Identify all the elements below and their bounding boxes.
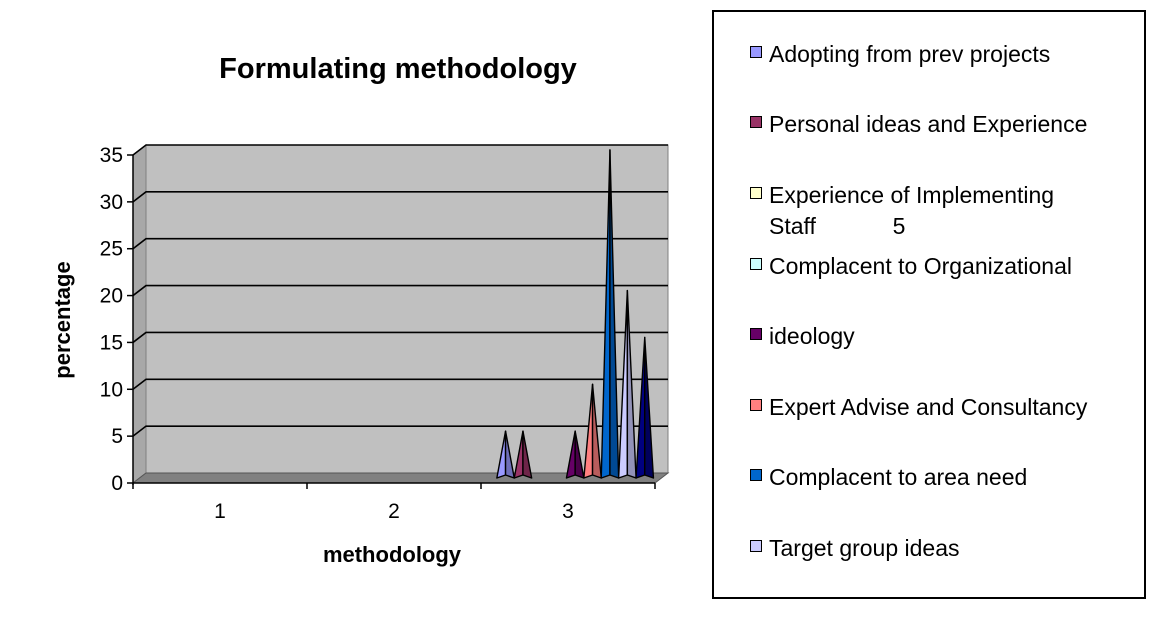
- legend-swatch: [750, 187, 762, 199]
- gridline: [132, 331, 668, 344]
- chart-title: Formulating methodology: [219, 53, 577, 85]
- cone-mark: [565, 430, 585, 479]
- cone-mark: [496, 430, 515, 479]
- legend-item: Complacent to area need: [750, 462, 1130, 493]
- y-axis-title: percentage: [50, 261, 75, 378]
- cone-face: [522, 430, 533, 479]
- cone-mark: [513, 430, 533, 479]
- legend-label: Adopting from prev projects: [769, 41, 1051, 67]
- y-tick-label: 25: [100, 238, 123, 261]
- legend-swatch: [750, 399, 762, 411]
- legend-item: Adopting from prev projects: [750, 39, 1130, 70]
- cone-face: [609, 149, 620, 479]
- x-tick-label: 2: [388, 500, 400, 523]
- cone-face: [574, 430, 585, 479]
- side-wall: [132, 143, 147, 485]
- cone-mark: [635, 336, 655, 479]
- legend-label: Personal ideas and Experience: [769, 111, 1088, 137]
- legend-swatch: [750, 258, 762, 270]
- y-tick-label: 35: [100, 144, 123, 167]
- cone-mark: [583, 383, 602, 479]
- legend-label: Expert Advise and Consultancy: [769, 394, 1088, 420]
- cone-mark: [600, 149, 620, 479]
- legend-item: Complacent to Organizational: [750, 251, 1130, 282]
- legend-label: Experience of Implementing Staff 5: [769, 182, 1055, 239]
- gridline: [132, 425, 668, 437]
- legend-item: ideology: [750, 321, 1130, 352]
- legend-item: Experience of Implementing Staff 5: [750, 180, 1130, 242]
- y-tick-label: 0: [111, 472, 123, 495]
- legend-swatch: [750, 540, 762, 552]
- legend-item: Target group ideas: [750, 533, 1130, 564]
- legend-item: Expert Advise and Consultancy: [750, 392, 1130, 423]
- gridline: [132, 191, 668, 203]
- cone-face: [504, 430, 515, 479]
- y-tick-label: 10: [100, 378, 123, 401]
- y-tick-label: 15: [100, 331, 123, 354]
- legend-item: Personal ideas and Experience: [750, 109, 1130, 140]
- gridline: [132, 378, 668, 390]
- legend-swatch: [750, 116, 762, 128]
- chart-area: 0 5 10 15 20 25 30 35 1 2 3 Formulating methodolog…: [50, 53, 670, 567]
- legend-swatch: [750, 469, 762, 481]
- legend-label: Complacent to area need: [769, 464, 1028, 490]
- legend-label: Complacent to Organizational: [769, 253, 1072, 279]
- x-tick-label: 3: [562, 500, 574, 523]
- legend: Adopting from prev projects Personal idea…: [712, 10, 1146, 599]
- legend-label: Target group ideas: [769, 535, 960, 561]
- gridline: [132, 237, 668, 250]
- legend-swatch: [750, 328, 762, 340]
- y-tick-label: 5: [111, 425, 123, 448]
- cone-mark: [617, 289, 637, 479]
- cone-face: [626, 289, 637, 479]
- x-axis-title: methodology: [323, 542, 462, 567]
- cone-face: [644, 336, 655, 479]
- y-tick-label: 30: [100, 191, 123, 214]
- legend-label: ideology: [769, 323, 855, 349]
- gridline: [132, 284, 668, 297]
- y-tick-label: 20: [100, 285, 123, 308]
- cone-face: [591, 383, 602, 479]
- gridline: [132, 144, 668, 156]
- legend-swatch: [750, 46, 762, 58]
- x-tick-label: 1: [214, 500, 226, 523]
